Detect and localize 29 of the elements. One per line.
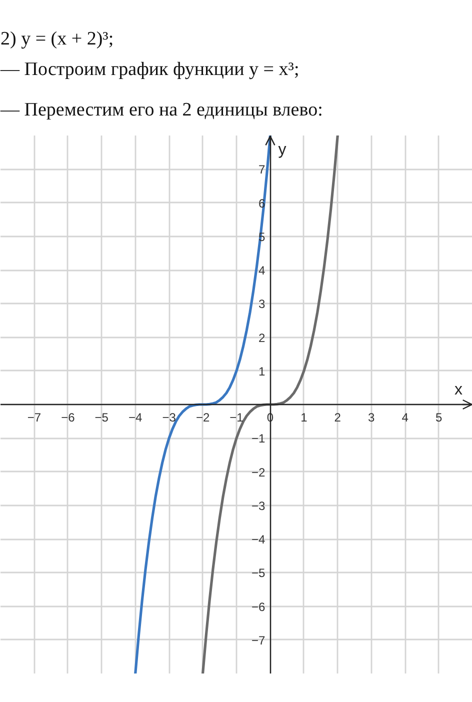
x-tick-label: −5 (94, 410, 109, 424)
x-tick-label: −6 (61, 410, 76, 424)
x-tick-label: −3 (162, 410, 176, 424)
x-tick-label: 5 (435, 410, 442, 424)
x-tick-label: −7 (27, 410, 42, 424)
chart-title: 2) y = (x + 2)³; (0, 28, 114, 50)
y-tick-label: −7 (252, 633, 266, 648)
x-tick-label: 1 (300, 410, 308, 424)
y-tick-label: −5 (252, 566, 266, 580)
y-tick-label: −4 (252, 532, 266, 546)
y-tick-label: −3 (252, 498, 266, 513)
y-tick-label: 7 (258, 162, 266, 177)
y-tick-label: 4 (258, 264, 266, 278)
x-axis-title: x (454, 382, 462, 398)
y-axis-title: y (278, 142, 286, 158)
x-tick-label: 2 (334, 410, 342, 424)
x-tick-label: −4 (128, 410, 143, 424)
text: — Построим график функции y = x³; (0, 59, 300, 80)
x-tick-label: −2 (196, 410, 210, 424)
y-tick-label: −1 (252, 432, 266, 446)
x-tick-label: 3 (368, 410, 376, 424)
y-tick-label: 2 (258, 330, 266, 345)
y-tick-label: 1 (258, 364, 266, 378)
text: — Переместим его на 2 единицы влево: (0, 100, 323, 120)
y-tick-label: −6 (252, 600, 266, 614)
x-tick-label: 4 (402, 410, 409, 424)
y-tick-label: −2 (252, 465, 266, 480)
y-tick-label: 3 (258, 297, 266, 312)
x-tick-label: −1 (230, 410, 244, 424)
